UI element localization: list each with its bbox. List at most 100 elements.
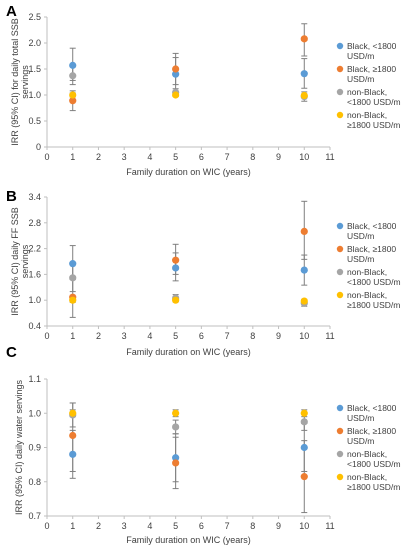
y-tick-label: 1.5 xyxy=(28,64,41,74)
x-tick-label: 2 xyxy=(96,152,101,162)
y-axis-title-line: IRR (95% CI) daily FF SSB xyxy=(10,207,20,316)
legend-label: non-Black, xyxy=(347,110,387,120)
x-tick-label: 7 xyxy=(225,521,230,531)
data-point xyxy=(69,409,77,417)
legend-label: Black, <1800 xyxy=(347,403,397,413)
legend-label: <1800 USD/m xyxy=(347,459,401,469)
y-axis-title-line: IRR (95% CI) for daily total SSB xyxy=(10,18,20,146)
y-axis-title: IRR (95% CI) daily FF SSBservings xyxy=(10,207,30,316)
x-tick-label: 7 xyxy=(225,331,230,341)
data-point xyxy=(69,72,77,80)
y-axis-title-line: servings xyxy=(20,244,30,278)
y-tick-label: 1.0 xyxy=(28,295,41,305)
data-point xyxy=(172,454,180,462)
legend-label: non-Black, xyxy=(347,87,387,97)
x-tick-label: 6 xyxy=(199,152,204,162)
y-tick-label: 3.4 xyxy=(28,192,41,202)
x-tick-label: 5 xyxy=(173,331,178,341)
legend-label: USD/m xyxy=(347,51,374,61)
data-point xyxy=(172,256,180,264)
legend-marker xyxy=(336,291,344,299)
data-point xyxy=(300,443,308,452)
data-point xyxy=(300,297,308,305)
x-axis-title: Family duration on WIC (years) xyxy=(126,167,251,177)
y-tick-label: 1.6 xyxy=(28,269,41,279)
y-tick-label: 2.5 xyxy=(28,12,41,22)
data-point xyxy=(300,418,308,426)
panel-letter: C xyxy=(6,344,17,361)
x-axis-title: Family duration on WIC (years) xyxy=(126,347,251,357)
x-tick-label: 2 xyxy=(96,521,101,531)
legend-marker xyxy=(336,111,344,119)
legend-marker xyxy=(336,245,344,253)
chart-panel-A: A 0 1 2 3 4 5 6 7 8 9 10 11 0 0.5 1.0 1.5 2.0 2.5 Family du… xyxy=(6,3,401,177)
legend-label: Black, ≥1800 xyxy=(347,244,396,254)
y-tick-label: 0.5 xyxy=(28,116,41,126)
x-tick-label: 6 xyxy=(199,521,204,531)
legend-label: USD/m xyxy=(347,74,374,84)
data-point xyxy=(172,459,180,467)
legend-marker xyxy=(336,65,344,73)
x-tick-label: 4 xyxy=(147,152,152,162)
x-tick-label: 3 xyxy=(122,521,127,531)
data-point xyxy=(300,266,308,274)
data-point xyxy=(69,431,77,440)
x-tick-label: 11 xyxy=(325,331,334,341)
data-point xyxy=(69,61,77,69)
data-point xyxy=(69,296,77,304)
legend-marker xyxy=(336,404,344,412)
legend-label: non-Black, xyxy=(347,449,387,459)
y-tick-label: 1.0 xyxy=(28,408,41,418)
legend-label: USD/m xyxy=(347,413,374,423)
legend-marker xyxy=(336,222,344,230)
data-point xyxy=(172,91,180,99)
data-point xyxy=(172,264,180,272)
data-point xyxy=(300,473,308,481)
x-tick-label: 1 xyxy=(70,152,75,162)
data-point xyxy=(172,423,180,431)
legend-marker xyxy=(336,88,344,96)
chart-panel-C: C 0 1 2 3 4 5 6 7 8 9 10 11 0.7 0.8 0.9 1.0 1.1 Family dur… xyxy=(6,344,401,545)
x-tick-label: 3 xyxy=(122,152,127,162)
data-point xyxy=(300,70,308,78)
data-point xyxy=(172,65,180,73)
data-point xyxy=(300,227,308,235)
x-tick-label: 11 xyxy=(325,152,334,162)
x-tick-label: 9 xyxy=(276,152,281,162)
legend-marker xyxy=(336,473,344,481)
legend-label: non-Black, xyxy=(347,290,387,300)
x-tick-label: 0 xyxy=(44,152,49,162)
x-tick-label: 8 xyxy=(250,331,255,341)
legend-label: Black, ≥1800 xyxy=(347,64,396,74)
panel-letter: A xyxy=(6,3,17,20)
legend-marker xyxy=(336,268,344,276)
legend-label: ≥1800 USD/m xyxy=(347,120,400,130)
chart-panel-B: B 0 1 2 3 4 5 6 7 8 9 10 11 0.4 1.0 1.6 2.2 2.8 3.4 Family … xyxy=(6,188,401,357)
x-tick-label: 1 xyxy=(70,521,75,531)
legend-label: Black, <1800 xyxy=(347,221,397,231)
legend-label: non-Black, xyxy=(347,267,387,277)
y-tick-label: 0.7 xyxy=(28,511,41,521)
legend-label: Black, ≥1800 xyxy=(347,426,396,436)
legend-marker xyxy=(336,427,344,435)
data-point xyxy=(300,409,308,417)
legend-label: <1800 USD/m xyxy=(347,97,401,107)
y-axis-title-line: servings xyxy=(20,65,30,99)
y-axis-title-line: IRR (95% CI) daily water servings xyxy=(14,379,24,515)
y-tick-label: 2.2 xyxy=(28,244,41,254)
x-tick-label: 1 xyxy=(70,331,75,341)
y-tick-label: 0.9 xyxy=(28,443,41,453)
x-tick-label: 8 xyxy=(250,152,255,162)
legend-label: ≥1800 USD/m xyxy=(347,482,400,492)
y-tick-label: 2.8 xyxy=(28,218,41,228)
legend-marker xyxy=(336,450,344,458)
data-point xyxy=(69,274,77,282)
x-tick-label: 6 xyxy=(199,331,204,341)
y-tick-label: 1.0 xyxy=(28,90,41,100)
legend-label: ≥1800 USD/m xyxy=(347,300,400,310)
y-tick-label: 2.0 xyxy=(28,38,41,48)
x-tick-label: 5 xyxy=(173,152,178,162)
x-tick-label: 0 xyxy=(44,331,49,341)
panel-letter: B xyxy=(6,188,17,205)
